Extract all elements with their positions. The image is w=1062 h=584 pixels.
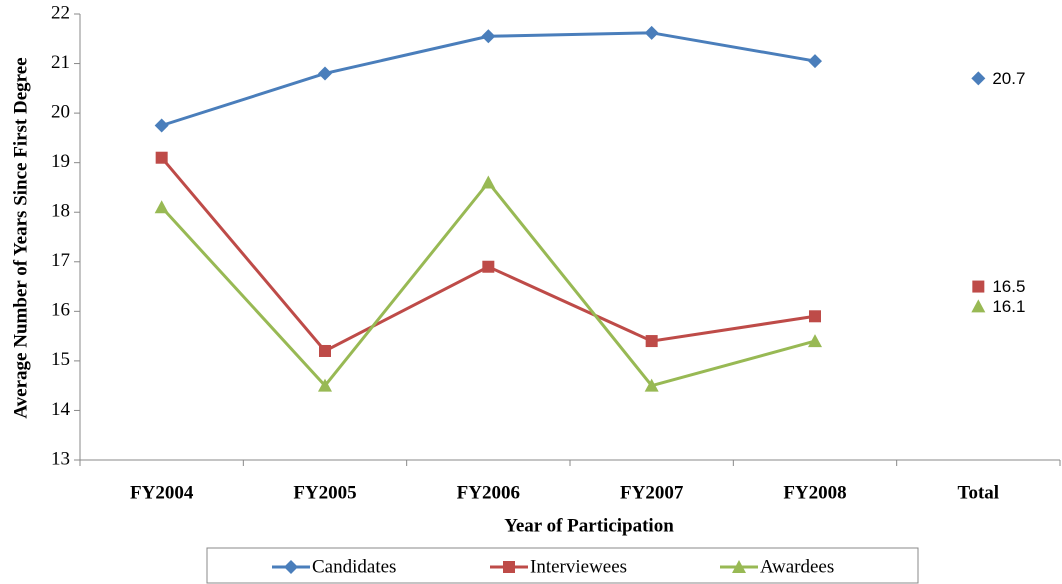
y-tick-label: 18: [51, 201, 70, 222]
legend-label: Candidates: [312, 556, 396, 577]
x-tick-label: FY2008: [783, 482, 846, 503]
total-point: [971, 299, 986, 313]
data-point: [644, 378, 659, 392]
y-tick-label: 20: [51, 101, 70, 122]
y-axis-label: Average Number of Years Since First Degr…: [10, 57, 31, 418]
y-tick-label: 13: [51, 448, 70, 469]
data-point: [319, 344, 331, 357]
data-point: [318, 66, 332, 81]
series-line: [160, 180, 816, 388]
x-tick-label: Total: [958, 482, 1000, 503]
y-tick-label: 16: [51, 300, 70, 321]
y-tick-label: 15: [51, 349, 70, 370]
y-tick-label: 14: [51, 399, 71, 420]
x-tick-label: FY2004: [130, 482, 194, 503]
data-point: [318, 378, 332, 392]
data-point: [808, 334, 822, 348]
data-label: 16.5: [992, 277, 1025, 296]
legend-marker: [503, 561, 515, 573]
y-tick-label: 21: [51, 52, 70, 73]
y-tick-label: 17: [51, 250, 70, 271]
x-tick-label: FY2007: [620, 482, 684, 503]
legend-label: Awardees: [760, 556, 834, 577]
total-point: [971, 71, 986, 86]
data-label: 20.7: [992, 69, 1025, 88]
data-point: [808, 54, 822, 69]
data-label: 16.1: [992, 297, 1025, 316]
series-line: [161, 31, 816, 127]
data-point: [154, 200, 169, 214]
data-point: [154, 118, 169, 133]
total-point: [972, 280, 985, 293]
data-point: [481, 175, 496, 189]
data-point: [644, 25, 659, 40]
legend-label: Interviewees: [530, 556, 627, 577]
legend-marker: [284, 560, 298, 574]
x-tick-label: FY2005: [293, 482, 356, 503]
data-point: [482, 260, 495, 273]
data-point: [809, 310, 821, 323]
legend-box: [206, 547, 919, 584]
legend-marker: [732, 560, 746, 573]
x-axis-label: Year of Participation: [504, 515, 674, 536]
data-point: [155, 151, 168, 164]
y-tick-label: 19: [51, 151, 70, 172]
data-point: [481, 29, 496, 44]
y-tick-label: 22: [51, 2, 70, 23]
data-point: [645, 335, 658, 348]
x-tick-label: FY2006: [457, 482, 520, 503]
